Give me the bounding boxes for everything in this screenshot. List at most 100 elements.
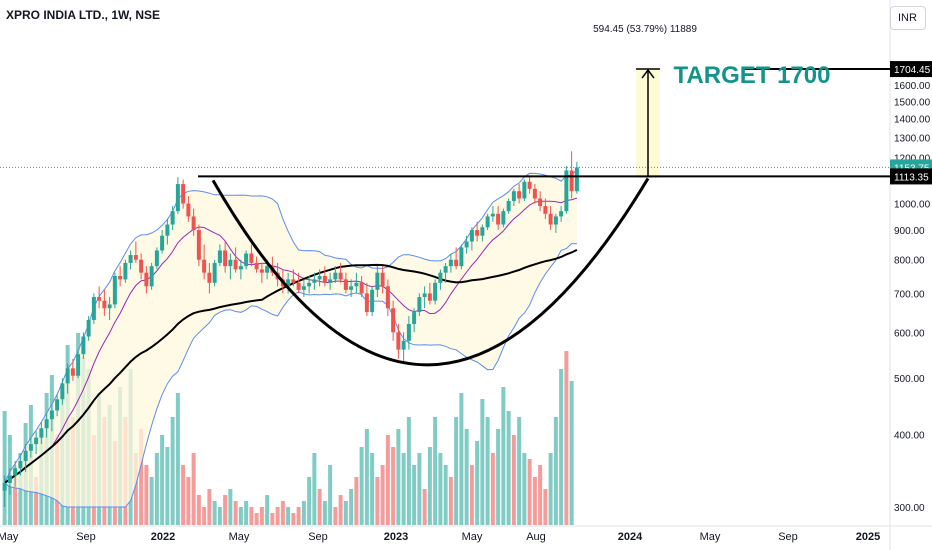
candle-body (354, 282, 359, 287)
axes: 1600.00 1500.00 1400.00 1300.00 1200.00 1000.… (0, 61, 932, 543)
candle-body (97, 297, 102, 301)
bollinger-lower (4, 243, 577, 508)
candle-body (543, 206, 548, 214)
volume-bar (475, 441, 480, 525)
price-tick-label: 1500.00 (894, 97, 931, 108)
candle-body (191, 216, 196, 231)
volume-bar (433, 417, 438, 525)
candles (2, 151, 579, 507)
measure-label: 594.45 (53.79%) 11889 (593, 24, 697, 35)
volume-bar (238, 507, 243, 525)
volume-bar (175, 393, 180, 525)
candle-body (349, 286, 354, 290)
volume-bar (165, 447, 170, 525)
candle-body (233, 259, 238, 270)
candle-body (70, 368, 75, 376)
candle-body (23, 450, 28, 462)
candle-body (338, 272, 343, 280)
candle-body (370, 289, 375, 313)
candle-body (396, 332, 401, 350)
candle-body (86, 319, 91, 337)
candle-body (149, 266, 154, 287)
candle-body (307, 282, 312, 287)
candle-body (485, 216, 490, 228)
candle-body (553, 216, 558, 225)
candle-body (448, 259, 453, 267)
volume-bar (144, 465, 149, 525)
volume-bar (223, 495, 228, 525)
candle-body (34, 437, 39, 445)
volume-bar (254, 513, 259, 525)
volume-bar (181, 465, 186, 525)
candle-body (496, 213, 501, 225)
time-tick-label: 2023 (384, 531, 408, 543)
volume-bar (149, 477, 154, 525)
volume-bar (454, 417, 459, 525)
volume-bar (301, 501, 306, 525)
volume-bar (527, 459, 532, 525)
candle-body (244, 253, 249, 267)
volume-bar (417, 453, 422, 525)
candle-body (7, 475, 12, 483)
price-tick-label: 300.00 (894, 503, 925, 514)
price-tick-label: 1300.00 (894, 133, 931, 144)
candle-body (359, 282, 364, 294)
time-tick-label: Aug (526, 531, 546, 543)
volume-bar (212, 501, 217, 525)
volume-bar (259, 507, 264, 525)
volume-bar (496, 429, 501, 525)
currency-button[interactable]: INR (890, 6, 926, 30)
volume-bar (333, 507, 338, 525)
candle-body (517, 191, 522, 199)
cup-curve (211, 177, 650, 367)
candle-body (154, 250, 159, 267)
candle-body (13, 468, 18, 476)
symbol-title: XPRO INDIA LTD., 1W, NSE (6, 8, 161, 22)
ma-long-line (4, 249, 578, 484)
candle-body (175, 184, 180, 212)
volume-bar (375, 477, 380, 525)
volume-bar (532, 477, 537, 525)
candle-body (464, 241, 469, 248)
candle-body (480, 227, 485, 236)
candle-body (522, 181, 527, 199)
volume-bar (412, 465, 417, 525)
volume-bar (501, 387, 506, 525)
candle-body (312, 279, 317, 283)
volume-bar (343, 501, 348, 525)
time-tick-label: 2024 (618, 531, 643, 543)
candle-body (385, 286, 390, 309)
candle-body (417, 297, 422, 313)
candle-body (406, 323, 411, 341)
volume-bar (438, 453, 443, 525)
price-badge (890, 61, 932, 78)
candle-body (412, 312, 417, 324)
candle-body (112, 276, 117, 305)
candle-body (501, 211, 506, 225)
volume-bar (443, 465, 448, 525)
candle-body (118, 276, 123, 280)
volume-bar (364, 429, 369, 525)
candle-body (475, 230, 480, 236)
candle-body (401, 340, 406, 350)
candle-body (454, 259, 459, 267)
volume-bar (464, 429, 469, 525)
volume-bar (553, 417, 558, 525)
candle-body (55, 399, 60, 411)
volume-bar (485, 417, 490, 525)
candle-body (548, 213, 553, 225)
candle-body (459, 247, 464, 267)
volume-bar (469, 465, 474, 525)
volume-bar (359, 447, 364, 525)
volume-bar (559, 369, 564, 525)
price-tick-label: 400.00 (894, 430, 925, 441)
volume-bar (380, 465, 385, 525)
candle-body (301, 286, 306, 290)
volume-bar (160, 435, 165, 525)
candle-body (391, 308, 396, 333)
candle-body (81, 336, 86, 355)
price-tick-label: 800.00 (894, 256, 925, 267)
target-label: TARGET 1700 (674, 62, 831, 89)
